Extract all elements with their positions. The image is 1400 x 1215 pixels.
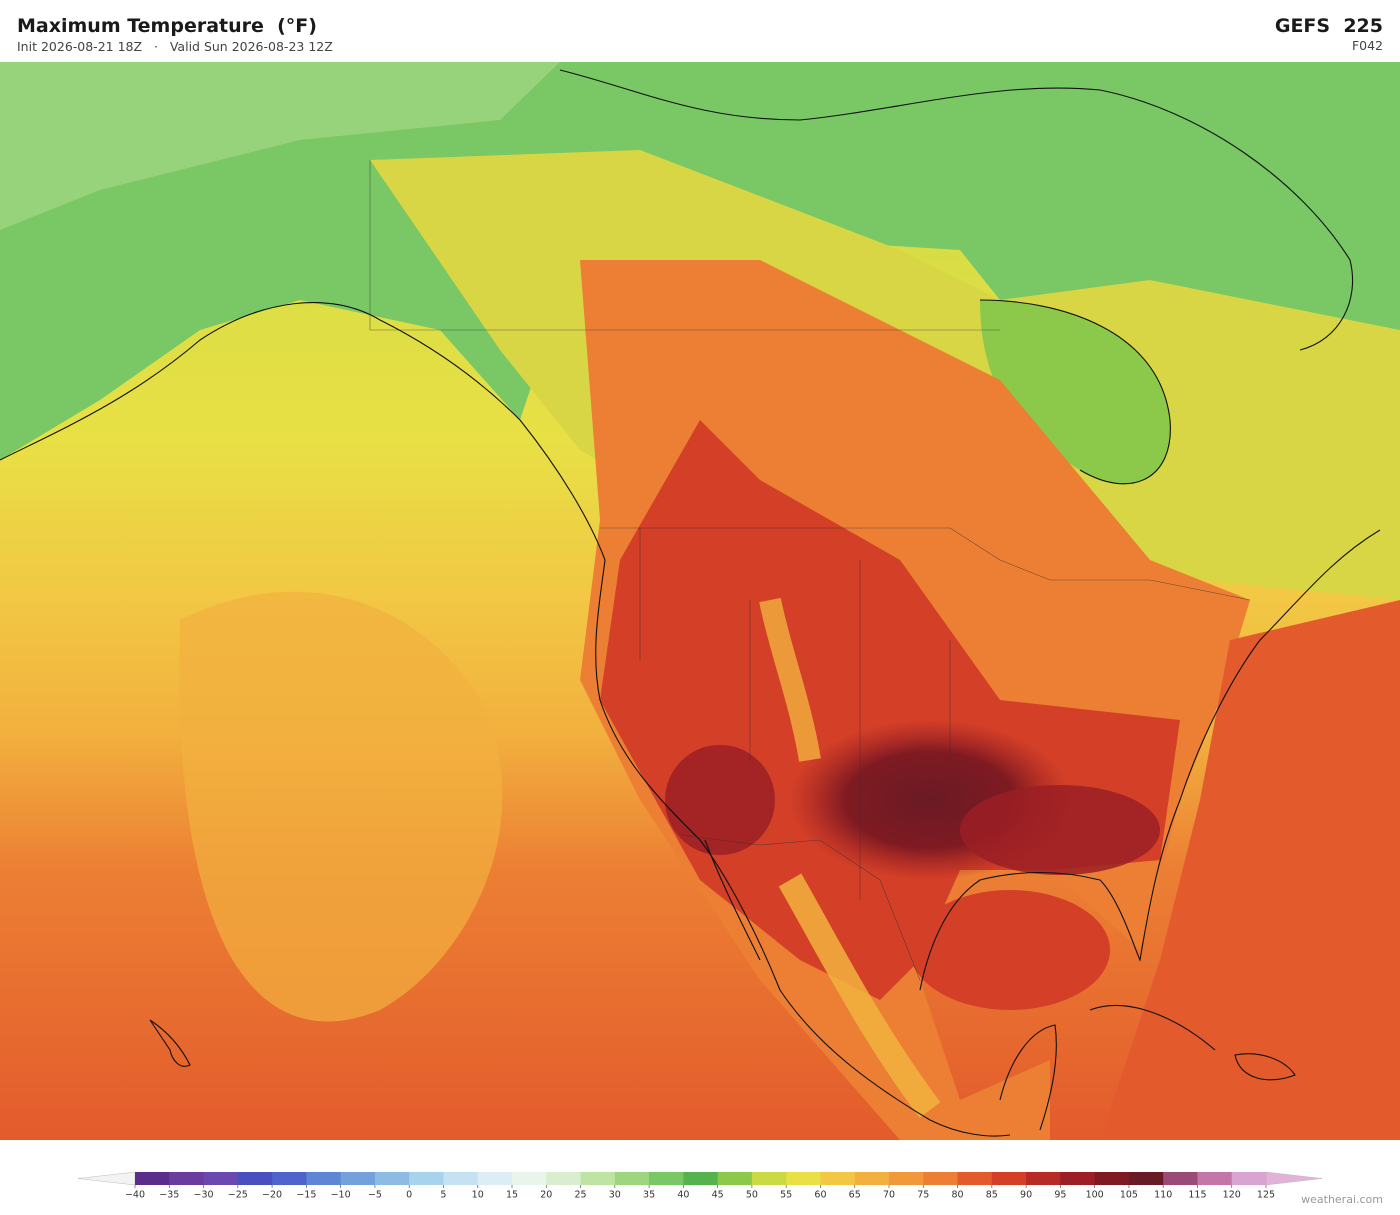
colorbar-bin <box>546 1172 582 1185</box>
colorbar-bin <box>649 1172 684 1185</box>
colorbar-tick-label: 115 <box>1188 1190 1206 1201</box>
colorbar-tick-label: 105 <box>1120 1190 1138 1201</box>
colorbar-bin <box>374 1172 410 1185</box>
colorbar-tick-label: −15 <box>296 1190 316 1201</box>
colorbar-tick-label: 35 <box>643 1190 655 1201</box>
colorbar-bin <box>854 1172 890 1185</box>
colorbar-bin <box>717 1172 753 1185</box>
colorbar-bin <box>443 1172 479 1185</box>
colorbar-tick-label: 40 <box>677 1190 689 1201</box>
colorbar-tick-label: 65 <box>849 1190 861 1201</box>
colorbar-bin <box>1060 1172 1096 1185</box>
colorbar-bin <box>786 1172 821 1185</box>
colorbar-bin <box>1094 1172 1130 1185</box>
colorbar-tick-label: 95 <box>1054 1190 1066 1201</box>
colorbar-tick-label: 100 <box>1086 1190 1104 1201</box>
temperature-map <box>0 62 1400 1140</box>
colorbar-bin <box>237 1172 273 1185</box>
colorbar-tick-label: 75 <box>917 1190 929 1201</box>
colorbar-tick-label: −5 <box>368 1190 382 1201</box>
colorbar-bin <box>991 1172 1027 1185</box>
colorbar-over <box>1265 1171 1323 1186</box>
colorbar-tick-label: 60 <box>814 1190 826 1201</box>
colorbar-bin <box>580 1172 616 1185</box>
map-subtitle: Init 2026-08-21 18Z · Valid Sun 2026-08-… <box>17 39 333 54</box>
colorbar-tick-label: −30 <box>194 1190 214 1201</box>
colorbar-bin <box>751 1172 787 1185</box>
colorbar-tick-label: 90 <box>1020 1190 1032 1201</box>
colorbar-under <box>77 1171 136 1186</box>
colorbar-tick-label: −40 <box>125 1190 145 1201</box>
colorbar-bin <box>1197 1172 1233 1185</box>
coastlines <box>0 69 1381 1137</box>
colorbar-tick-label: 45 <box>712 1190 724 1201</box>
arctic-region <box>0 62 1400 460</box>
colorbar-tick-label: 120 <box>1223 1190 1241 1201</box>
colorbar-tick-label: 10 <box>472 1190 484 1201</box>
watermark: weatherai.com <box>1301 1193 1383 1206</box>
map-title: Maximum Temperature (°F) <box>17 15 317 37</box>
atlantic <box>1100 600 1400 1140</box>
colorbar-tick-label: −20 <box>262 1190 282 1201</box>
colorbar-bin <box>889 1172 924 1185</box>
colorbar: −40 −35 −30 −25 −20 −15 −10 −5 0 5 10 15 20 25 30 35 40 4… <box>77 1171 1323 1201</box>
colorbar-tick-label: 50 <box>746 1190 758 1201</box>
colorbar-bin <box>135 1172 170 1185</box>
colorbar-bin <box>203 1172 239 1185</box>
colorbar-tick-label: −35 <box>159 1190 179 1201</box>
colorbar-tick-label: 5 <box>440 1190 446 1201</box>
model-label: GEFS 225 <box>1274 15 1383 37</box>
colorbar-bin <box>1026 1172 1061 1185</box>
colorbar-tick-label: −10 <box>331 1190 351 1201</box>
colorbar-bin <box>340 1172 376 1185</box>
colorbar-bin <box>1231 1172 1267 1185</box>
colorbar-bin <box>1128 1172 1164 1185</box>
colorbar-tick-label: 55 <box>780 1190 792 1201</box>
colorbar-tick-label: 15 <box>506 1190 518 1201</box>
colorbar-tick-label: 80 <box>951 1190 963 1201</box>
colorbar-bin <box>512 1172 547 1185</box>
colorbar-tick-label: −25 <box>228 1190 248 1201</box>
gulf-of-mexico <box>910 890 1110 1010</box>
colorbar-bin <box>957 1172 993 1185</box>
colorbar-bin <box>1163 1172 1198 1185</box>
mexico-highlands <box>778 873 941 1118</box>
colorbar-tick-label: 85 <box>986 1190 998 1201</box>
borders <box>369 160 1251 981</box>
colorbar-bin <box>306 1172 342 1185</box>
colorbar-bin <box>923 1172 959 1185</box>
forecast-hour: F042 <box>1351 38 1383 53</box>
colorbar-bin <box>169 1172 205 1185</box>
colorbar-tick-label: 25 <box>574 1190 586 1201</box>
heat-core-southeast <box>960 785 1160 875</box>
heat-core-southwest <box>665 745 775 855</box>
colorbar-tick-label: 110 <box>1154 1190 1172 1201</box>
rocky-mountains <box>759 597 821 762</box>
colorbar-tick-label: 70 <box>883 1190 895 1201</box>
colorbar-bin <box>409 1172 444 1185</box>
colorbar-tick-label: 0 <box>406 1190 412 1201</box>
colorbar-tick-label: 125 <box>1257 1190 1275 1201</box>
colorbar-bin <box>820 1172 856 1185</box>
ocean-pattern <box>179 591 503 1022</box>
colorbar-tick-label: 20 <box>540 1190 552 1201</box>
arctic-ocean <box>0 62 560 230</box>
colorbar-tick-label: 30 <box>609 1190 621 1201</box>
colorbar-bin <box>683 1172 719 1185</box>
hudson-bay <box>980 300 1171 484</box>
colorbar-bin <box>272 1172 307 1185</box>
colorbar-bin <box>477 1172 513 1185</box>
colorbar-bin <box>614 1172 650 1185</box>
